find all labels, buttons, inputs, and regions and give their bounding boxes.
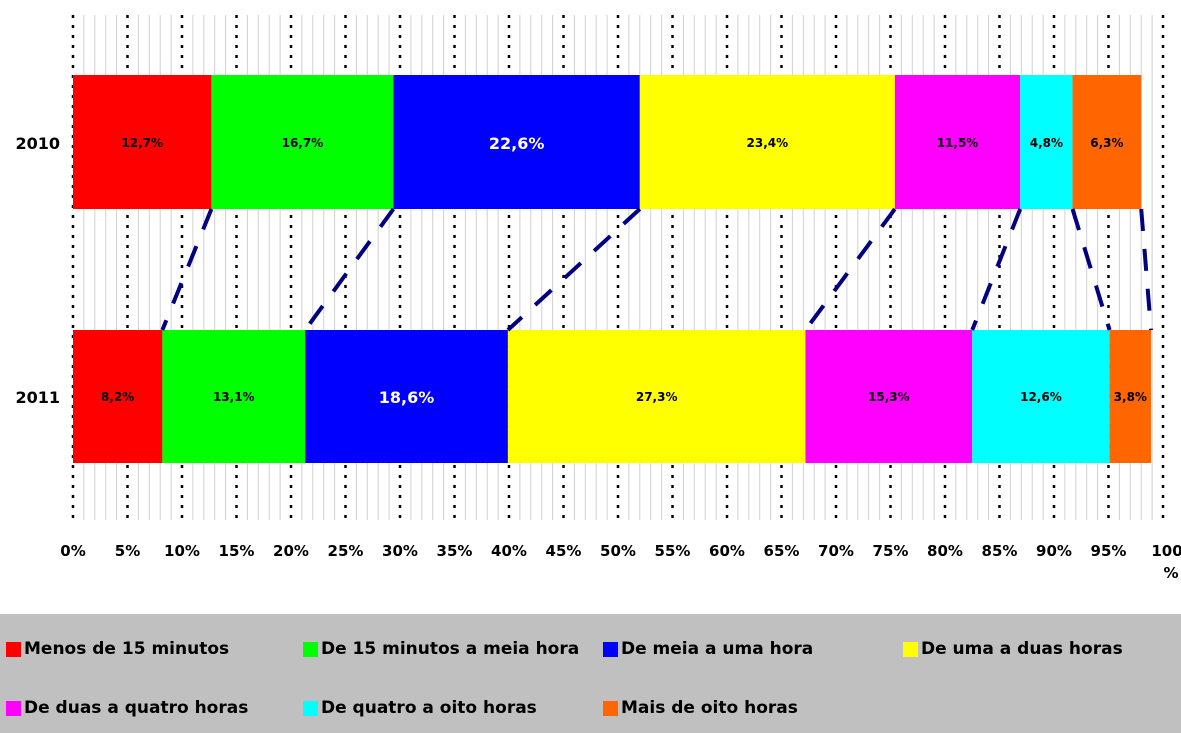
legend-swatch (303, 700, 318, 716)
data-label: 3,8% (1114, 390, 1147, 404)
legend-swatch (6, 700, 21, 716)
data-label: 4,8% (1030, 136, 1063, 150)
x-tick-label: 0% (60, 542, 85, 560)
x-tick-label: 85% (982, 542, 1018, 560)
bar-segment (1109, 330, 1152, 463)
data-label: 11,5% (937, 136, 979, 150)
legend-label: Mais de oito horas (621, 698, 798, 718)
x-tick-label: 30% (382, 542, 418, 560)
x-tick-label: 55% (655, 542, 691, 560)
legend-swatch (6, 641, 21, 657)
bar-segment (507, 330, 806, 463)
x-tick-label: 20% (273, 542, 309, 560)
x-tick-label: 35% (437, 542, 473, 560)
series-connector-line (303, 207, 396, 332)
bar-segment (894, 75, 1021, 209)
data-label: 6,3% (1090, 136, 1123, 150)
data-label: 13,1% (213, 390, 255, 404)
bar-segment (162, 330, 306, 463)
legend-label: De meia a uma hora (621, 639, 814, 659)
x-tick-label: 70% (818, 542, 854, 560)
legend-label: De uma a duas horas (921, 639, 1123, 659)
legend-item: Mais de oito horas (603, 698, 798, 718)
legend-item: De uma a duas horas (903, 639, 1123, 659)
series-connector-line (970, 208, 1023, 331)
data-label: 15,3% (868, 390, 910, 404)
x-tick-label: 45% (546, 542, 582, 560)
bar-segment (211, 75, 394, 209)
data-label: 27,3% (636, 390, 678, 404)
x-tick-label: 80% (927, 542, 963, 560)
x-tick-label: 65% (764, 542, 800, 560)
category-label: 2010 (15, 134, 60, 153)
x-tick-label: 75% (873, 542, 909, 560)
legend: Menos de 15 minutos De 15 minutos a meia … (0, 614, 1181, 733)
legend-swatch (303, 641, 318, 657)
bar-segment (73, 330, 163, 463)
legend-label: De 15 minutos a meia hora (321, 639, 580, 659)
legend-swatch (603, 700, 618, 716)
bar-segment (805, 330, 973, 463)
data-label: 22,6% (489, 134, 545, 153)
bar-segment (639, 75, 895, 209)
legend-label: Menos de 15 minutos (24, 639, 230, 659)
bar-segment (972, 330, 1110, 463)
bar-segment (305, 330, 508, 463)
category-label: 2011 (15, 388, 60, 407)
x-tick-label: 90% (1036, 542, 1072, 560)
data-label: 16,7% (282, 136, 324, 150)
x-tick-label: 100% (1151, 542, 1181, 582)
legend-label: De quatro a oito horas (321, 698, 537, 718)
data-label: 12,7% (121, 136, 163, 150)
series-connector-line (160, 208, 214, 331)
legend-item: De meia a uma hora (603, 639, 813, 659)
legend-item: De duas a quatro horas (6, 698, 248, 718)
x-tick-label: 95% (1091, 542, 1127, 560)
legend-item: Menos de 15 minutos (6, 639, 229, 659)
legend-item: De 15 minutos a meia hora (303, 639, 579, 659)
data-label: 23,4% (747, 136, 789, 150)
series-connector-line (1070, 208, 1112, 331)
x-tick-label: 40% (491, 542, 527, 560)
x-tick-label: 60% (709, 542, 745, 560)
x-tick-label: 25% (328, 542, 364, 560)
x-tick-label: 5% (115, 542, 140, 560)
data-label: 8,2% (101, 390, 134, 404)
series-connector-line (506, 207, 642, 332)
legend-item: De quatro a oito horas (303, 698, 537, 718)
x-tick-label: 50% (600, 542, 636, 560)
x-tick-label: 15% (219, 542, 255, 560)
x-tick-label: 10% (164, 542, 200, 560)
legend-swatch (603, 641, 618, 657)
bar-segment (393, 75, 640, 209)
legend-swatch (903, 641, 918, 657)
series-connector-line (1139, 208, 1154, 331)
series-connector-line (803, 207, 897, 332)
bar-segment (1020, 75, 1073, 209)
bar-segment (1072, 75, 1142, 209)
data-label: 18,6% (379, 388, 435, 407)
data-label: 12,6% (1020, 390, 1062, 404)
stacked-bar-chart: 12,7% 8,2% 16,7% 13,1% 22,6% 18,6% 23,4% 27,3% 1… (15, 15, 1181, 582)
legend-label: De duas a quatro horas (24, 698, 249, 718)
bar-segment (73, 75, 212, 209)
